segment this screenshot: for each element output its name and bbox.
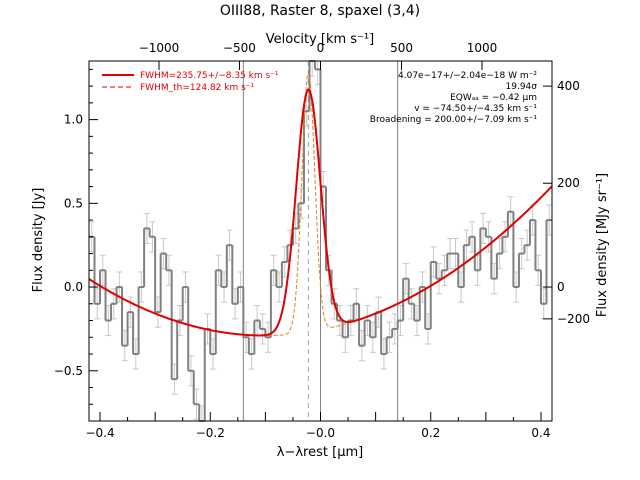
total-fit-curve xyxy=(88,88,553,337)
legend: FWHM=235.75+/−8.35 km s⁻¹ FWHM_th=124.82… xyxy=(102,71,279,93)
annotation-broadening: Broadening = 200.00+/−7.09 km s⁻¹ xyxy=(370,115,538,125)
right-tick-label: 0 xyxy=(557,280,565,294)
top-tick-label: −1000 xyxy=(139,41,180,55)
y-tick-label: 0.5 xyxy=(64,196,83,210)
x-tick-label: −0.2 xyxy=(196,426,225,440)
right-tick-label: 200 xyxy=(557,176,580,190)
annotation-eqw: EQWₐₐ = −0.42 μm xyxy=(450,93,537,103)
x-tick-label: −0.4 xyxy=(85,426,114,440)
right-tick-label: 400 xyxy=(557,79,580,93)
x-tick-label: −0.0 xyxy=(306,426,335,440)
vertical-lines xyxy=(242,61,399,421)
x-tick-label: 0.4 xyxy=(531,426,550,440)
chart-title: OIII88, Raster 8, spaxel (3,4) xyxy=(220,3,420,19)
fit-annotations: 4.07e−17+/−2.04e−18 W m⁻² 19.94σ EQWₐₐ =… xyxy=(370,71,538,125)
legend-fwhm: FWHM=235.75+/−8.35 km s⁻¹ xyxy=(140,71,279,81)
y-tick-label: 0.0 xyxy=(64,280,83,294)
top-axis-label: Velocity [km s⁻¹] xyxy=(266,32,374,47)
y-tick-label: 1.0 xyxy=(64,113,83,127)
top-tick-label: 1000 xyxy=(467,41,498,55)
data-layer xyxy=(89,60,552,422)
annotation-velocity: v = −74.50+/−4.35 km s⁻¹ xyxy=(414,104,537,114)
x-axis-label: λ−λrest [μm] xyxy=(277,445,363,460)
top-tick-label: 500 xyxy=(390,41,413,55)
right-tick-label: −200 xyxy=(557,312,590,326)
annotation-flux: 4.07e−17+/−2.04e−18 W m⁻² xyxy=(398,71,537,81)
fit-layer xyxy=(88,72,553,337)
y-tick-label: −0.5 xyxy=(54,364,83,378)
x-tick-label: 0.2 xyxy=(421,426,440,440)
annotation-sigma: 19.94σ xyxy=(506,82,538,92)
right-axis-label: Flux density [MJy sr⁻¹] xyxy=(595,173,610,317)
top-tick-label: −500 xyxy=(223,41,256,55)
axis-ticks: −0.4 −0.2 −0.0 0.2 0.4 −0.5 0.0 0.5 1.0 −1000 −500… xyxy=(54,41,590,440)
legend-fwhm-th: FWHM_th=124.82 km s⁻¹ xyxy=(140,83,255,93)
top-tick-label: 0 xyxy=(317,41,325,55)
y-axis-label: Flux density [Jy] xyxy=(31,188,46,293)
